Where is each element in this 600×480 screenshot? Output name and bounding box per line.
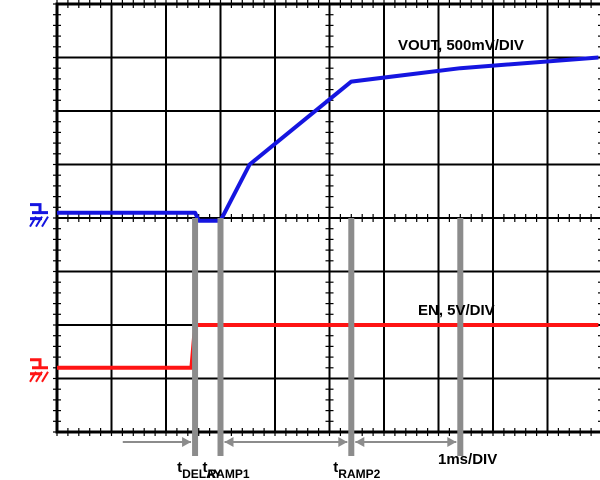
marker-label: tRAMP2 bbox=[333, 459, 380, 480]
series-label: EN, 5V/DIV bbox=[418, 302, 495, 319]
time-scale-label: 1ms/DIV bbox=[438, 451, 497, 468]
series-label: VOUT, 500mV/DIV bbox=[398, 37, 524, 54]
interval-arrow bbox=[224, 437, 348, 447]
ground-marker-icon bbox=[29, 358, 49, 383]
interval-arrow bbox=[122, 437, 192, 447]
marker-label: tRAMP1 bbox=[203, 459, 250, 480]
trace-line bbox=[57, 55, 599, 223]
ground-marker-icon bbox=[29, 203, 49, 228]
marker-label: tDELAY bbox=[177, 459, 222, 480]
interval-arrow bbox=[355, 437, 457, 447]
